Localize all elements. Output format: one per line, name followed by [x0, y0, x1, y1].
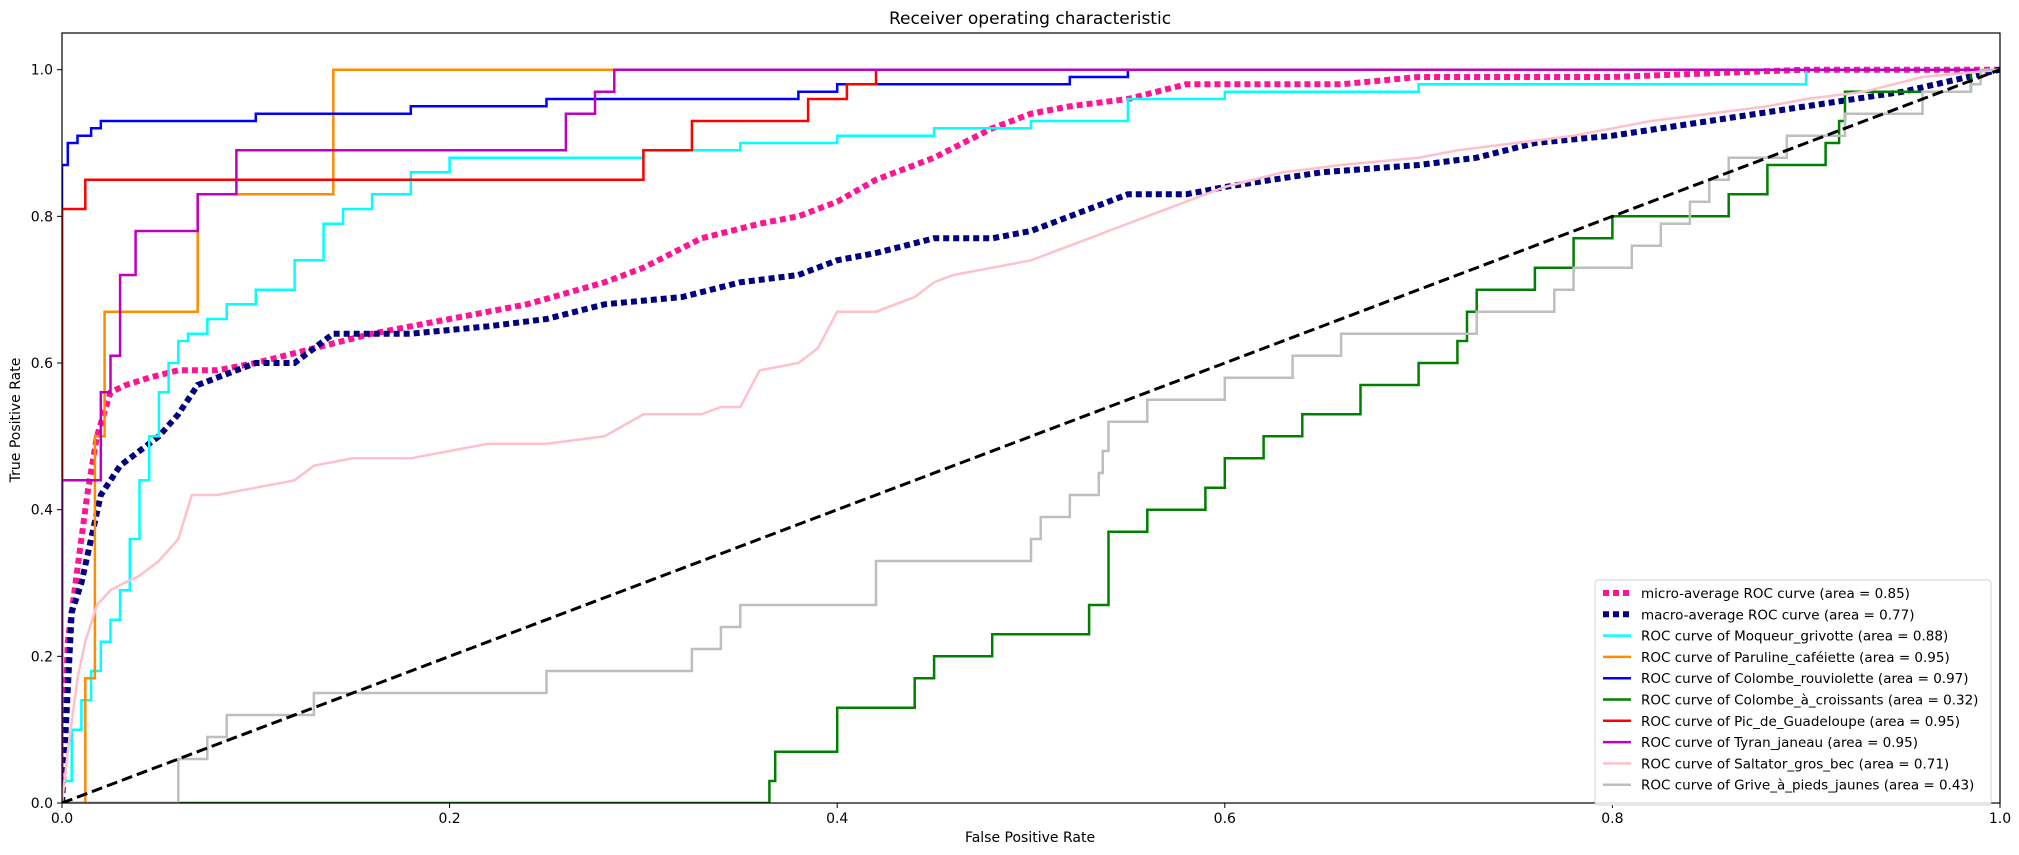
- legend-label: ROC curve of Moqueur_grivotte (area = 0.…: [1641, 629, 1948, 645]
- series-line-8: [62, 68, 2000, 803]
- y-tick-label: 0.8: [31, 209, 53, 225]
- plot-area: [62, 66, 2000, 803]
- y-tick-label: 1.0: [31, 63, 53, 79]
- legend-label: ROC curve of Grive_à_pieds_jaunes (area …: [1641, 778, 1974, 794]
- x-tick-label: 0.0: [51, 811, 73, 827]
- legend-label: ROC curve of Colombe_rouviolette (area =…: [1641, 671, 1969, 687]
- legend-label: ROC curve of Paruline_caféiette (area = …: [1641, 650, 1950, 666]
- legend-label: ROC curve of Colombe_à_croissants (area …: [1641, 693, 1978, 709]
- x-axis-label: False Positive Rate: [965, 830, 1095, 846]
- series-line-0: [62, 66, 2000, 803]
- plot-frame: [61, 32, 2001, 804]
- axes: 0.0 0.2 0.4 0.6 0.8 1.0 0.0 0.2 0.4 0.6 0.8 1.0: [31, 32, 2011, 827]
- series-line-3: [62, 68, 2000, 803]
- legend-box: [1594, 579, 1992, 806]
- y-tick-label: 0.4: [31, 503, 53, 519]
- series-line-6: [62, 68, 2000, 803]
- legend-label: macro-average ROC curve (area = 0.77): [1641, 607, 1914, 623]
- series-line-10: [62, 68, 2000, 803]
- series-line-4: [62, 68, 2000, 803]
- legend-label: micro-average ROC curve (area = 0.85): [1641, 586, 1910, 602]
- x-tick-label: 0.8: [1601, 811, 1623, 827]
- series-line-5: [62, 68, 2000, 803]
- legend-label: ROC curve of Saltator_gros_bec (area = 0…: [1641, 756, 1949, 772]
- y-axis-label: True Positive Rate: [8, 358, 24, 484]
- series-line-7: [62, 68, 2000, 803]
- y-tick-label: 0.6: [31, 356, 53, 372]
- chart-title: Receiver operating characteristic: [889, 9, 1171, 29]
- x-tick-label: 1.0: [1989, 811, 2011, 827]
- x-tick-label: 0.6: [1214, 811, 1236, 827]
- legend-label: ROC curve of Tyran_janeau (area = 0.95): [1641, 735, 1918, 751]
- legend: micro-average ROC curve (area = 0.85) mac…: [1594, 579, 1992, 806]
- y-tick-label: 0.2: [31, 649, 53, 665]
- x-tick-label: 0.4: [826, 811, 848, 827]
- x-tick-label: 0.2: [438, 811, 460, 827]
- series-line-2: [62, 68, 2000, 803]
- y-tick-label: 0.0: [31, 796, 53, 812]
- legend-label: ROC curve of Pic_de_Guadeloupe (area = 0…: [1641, 714, 1960, 730]
- series-line-9: [62, 68, 2000, 803]
